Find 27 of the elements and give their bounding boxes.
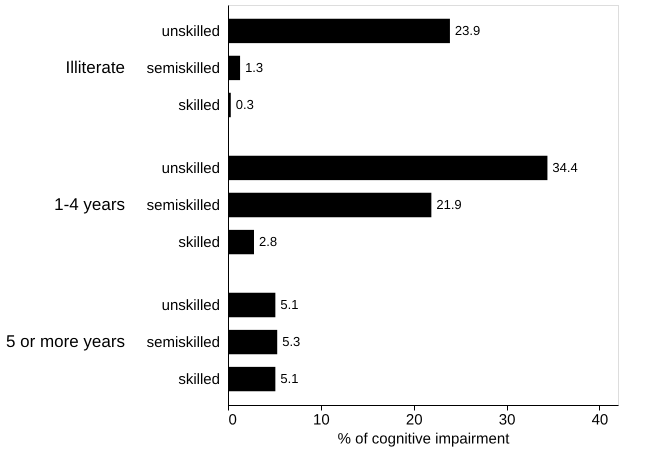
y-tick-label: semiskilled — [146, 334, 220, 352]
data-label: 5.1 — [280, 371, 298, 386]
y-tick-label: semiskilled — [146, 60, 220, 77]
text: 5 or more years — [6, 332, 125, 352]
y-tick-label: semiskilled — [146, 197, 220, 214]
data-label: 2.8 — [259, 234, 278, 250]
text: Illiterate — [65, 58, 125, 77]
x-tick-label: 20 — [406, 412, 423, 428]
y-tick-label: unskilled — [162, 22, 220, 40]
data-label: 5.1 — [280, 297, 298, 312]
y-tick-label: unskilled — [162, 160, 220, 177]
text: 1-4 years — [54, 195, 125, 214]
data-label: 1.3 — [245, 60, 264, 75]
x-tick-label: 40 — [592, 412, 608, 428]
y-tick-label: skilled — [178, 97, 220, 114]
data-label: 21.9 — [436, 197, 462, 212]
x-tick-label: 0 — [228, 412, 237, 428]
x-tick-label: 10 — [313, 412, 330, 428]
data-label: 5.3 — [282, 334, 300, 350]
x-tick-label: 30 — [498, 412, 516, 428]
y-tick-label: skilled — [178, 371, 220, 388]
y-tick-label: unskilled — [162, 297, 220, 314]
y-tick-label: skilled — [178, 234, 220, 252]
data-label: 23.9 — [454, 22, 480, 38]
data-label: 34.4 — [552, 160, 578, 175]
x-axis-title: % of cognitive impairment — [338, 430, 510, 448]
data-label: 0.3 — [236, 97, 254, 112]
